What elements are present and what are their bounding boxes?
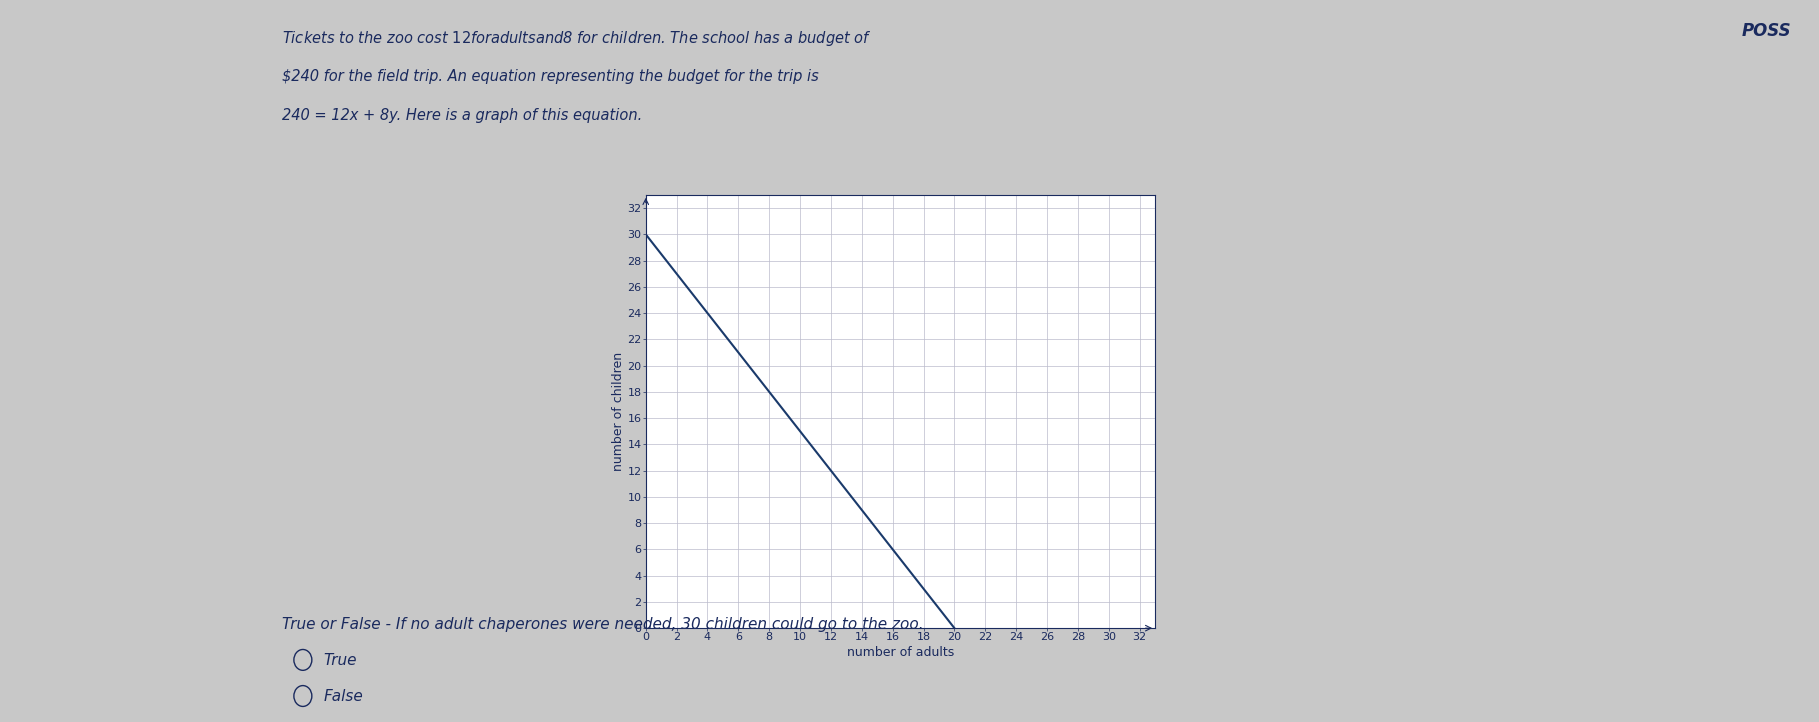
Text: False: False xyxy=(324,690,364,704)
Text: Tickets to the zoo cost $12 for adults and $8 for children. The school has a bud: Tickets to the zoo cost $12 for adults a… xyxy=(282,29,871,48)
Text: $240 for the field trip. An equation representing the budget for the trip is: $240 for the field trip. An equation rep… xyxy=(282,69,819,84)
Y-axis label: number of children: number of children xyxy=(611,352,624,471)
Text: True: True xyxy=(324,653,357,668)
X-axis label: number of adults: number of adults xyxy=(848,646,953,659)
Text: POSS: POSS xyxy=(1743,22,1792,40)
Text: 240 = 12x + 8y. Here is a graph of this equation.: 240 = 12x + 8y. Here is a graph of this … xyxy=(282,108,642,123)
Text: True or False - If no adult chaperones were needed, 30 children could go to the : True or False - If no adult chaperones w… xyxy=(282,617,924,632)
